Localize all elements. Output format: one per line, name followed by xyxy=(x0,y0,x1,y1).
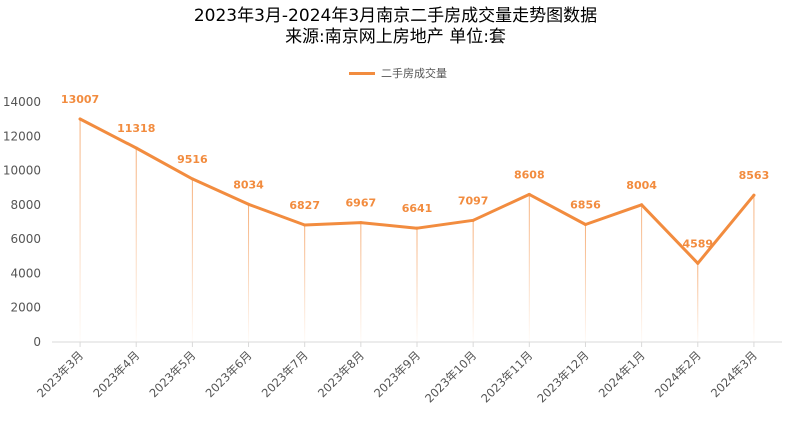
x-tick-label: 2024年3月 xyxy=(708,348,760,400)
drop-line xyxy=(248,204,250,342)
data-label: 8563 xyxy=(739,169,770,182)
data-point xyxy=(247,202,251,206)
y-tick-label: 2000 xyxy=(10,301,41,315)
chart-title-block: 2023年3月-2024年3月南京二手房成交量走势图数据 来源:南京网上房地产 … xyxy=(0,6,791,48)
data-point xyxy=(471,218,475,222)
x-tick-label: 2023年7月 xyxy=(259,348,311,400)
data-label: 4589 xyxy=(682,237,713,250)
x-tick-label: 2023年12月 xyxy=(534,348,591,405)
data-point xyxy=(359,221,363,225)
data-point xyxy=(303,223,307,227)
data-point xyxy=(640,203,644,207)
x-tick-label: 2023年5月 xyxy=(146,348,198,400)
chart-subtitle: 来源:南京网上房地产 单位:套 xyxy=(285,27,506,47)
x-tick-label: 2023年6月 xyxy=(203,348,255,400)
drop-line xyxy=(584,224,586,342)
legend-label: 二手房成交量 xyxy=(381,67,447,80)
chart-title: 2023年3月-2024年3月南京二手房成交量走势图数据 xyxy=(193,6,598,26)
y-tick-label: 6000 xyxy=(10,232,41,246)
data-label: 8034 xyxy=(233,178,264,191)
x-tick-label: 2023年10月 xyxy=(422,348,479,405)
drop-line xyxy=(753,195,755,342)
legend-swatch xyxy=(349,71,375,75)
x-tick-label: 2023年9月 xyxy=(371,348,423,400)
data-point xyxy=(134,146,138,150)
data-point xyxy=(752,193,756,197)
y-tick-label: 14000 xyxy=(3,95,41,109)
data-point xyxy=(190,177,194,181)
data-point xyxy=(527,192,531,196)
drop-line xyxy=(79,119,81,342)
drop-line xyxy=(304,224,306,342)
data-label: 8608 xyxy=(514,168,545,181)
drop-line xyxy=(135,147,137,342)
drop-line xyxy=(697,263,699,342)
y-tick-label: 4000 xyxy=(10,266,41,280)
data-label: 6967 xyxy=(346,197,377,210)
data-label: 11318 xyxy=(117,122,155,135)
drop-line xyxy=(416,228,418,342)
x-tick-label: 2024年1月 xyxy=(596,348,648,400)
data-point xyxy=(696,261,700,265)
drop-line xyxy=(472,220,474,342)
data-label: 6827 xyxy=(289,199,320,212)
x-tick-label: 2023年11月 xyxy=(478,348,535,405)
data-point xyxy=(415,226,419,230)
data-label: 7097 xyxy=(458,194,489,207)
data-label: 6641 xyxy=(402,202,433,215)
drop-line xyxy=(360,222,362,342)
data-label: 6856 xyxy=(570,198,601,211)
data-label: 8004 xyxy=(626,179,657,192)
y-tick-label: 12000 xyxy=(3,129,41,143)
data-point xyxy=(583,222,587,226)
y-tick-label: 10000 xyxy=(3,164,41,178)
data-point xyxy=(78,117,82,121)
drop-line xyxy=(191,178,193,342)
y-tick-label: 8000 xyxy=(10,198,41,212)
drop-line xyxy=(528,194,530,342)
x-tick-label: 2023年8月 xyxy=(315,348,367,400)
data-label: 9516 xyxy=(177,153,208,166)
x-tick-label: 2023年4月 xyxy=(90,348,142,400)
drop-line xyxy=(641,204,643,342)
x-tick-label: 2024年2月 xyxy=(652,348,704,400)
y-tick-label: 0 xyxy=(33,335,41,349)
data-label: 13007 xyxy=(61,93,99,106)
chart-legend[interactable]: 二手房成交量 xyxy=(349,66,447,80)
x-tick-label: 2023年3月 xyxy=(34,348,86,400)
